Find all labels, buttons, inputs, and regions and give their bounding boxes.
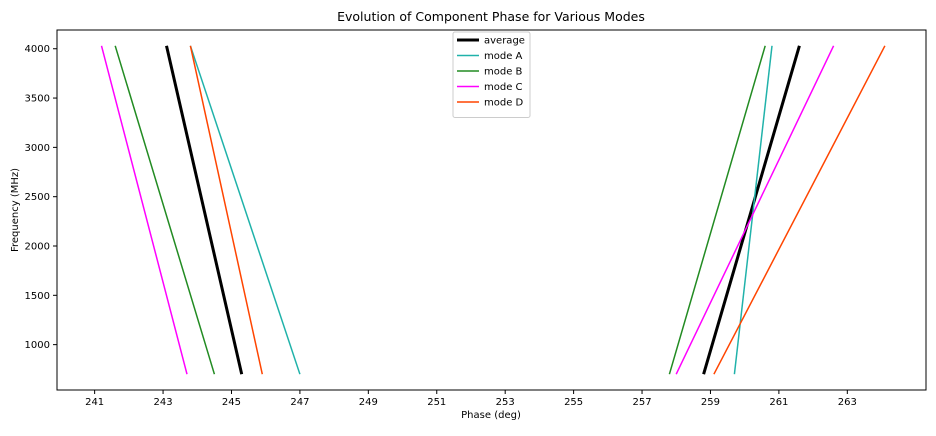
series-line-mode-C <box>100 45 188 375</box>
plot-frame <box>56 29 927 391</box>
legend-label: mode D <box>484 98 524 109</box>
series-line-mode-D <box>713 45 886 375</box>
y-tick-label: 3500 <box>25 94 50 105</box>
legend-box <box>452 31 531 118</box>
series-line-mode-B <box>114 45 216 375</box>
y-tick-label: 4000 <box>25 44 50 55</box>
x-tick-label: 261 <box>769 397 788 408</box>
x-axis: 241 243 245 247 249 251 253 255 257 259 261 263 <box>85 390 857 408</box>
x-tick-label: 243 <box>154 397 173 408</box>
legend: average mode A mode B mode C mode D <box>452 31 531 118</box>
y-tick-label: 2500 <box>25 192 50 203</box>
y-axis-label: Frequency (MHz) <box>10 168 21 252</box>
series-line-mode-D <box>189 45 264 375</box>
x-tick-label: 255 <box>564 397 583 408</box>
y-axis: 1000 1500 2000 2500 3000 3500 4000 <box>25 44 57 351</box>
series-line-mode-A <box>189 45 301 375</box>
x-tick-label: 259 <box>701 397 720 408</box>
x-tick-label: 263 <box>838 397 857 408</box>
x-tick-label: 249 <box>359 397 378 408</box>
x-tick-label: 251 <box>427 397 446 408</box>
x-tick-label: 253 <box>496 397 515 408</box>
series-line-mode-A <box>733 45 773 375</box>
x-tick-label: 257 <box>632 397 651 408</box>
legend-label: average <box>484 36 525 47</box>
x-axis-label: Phase (deg) <box>461 410 521 421</box>
x-tick-label: 245 <box>222 397 241 408</box>
legend-label: mode B <box>484 67 523 78</box>
x-tick-label: 241 <box>85 397 104 408</box>
y-tick-label: 2000 <box>25 242 50 253</box>
series-line-mode-B <box>668 45 766 375</box>
series-line-average <box>702 45 801 375</box>
y-tick-label: 1000 <box>25 340 50 351</box>
series-line-average <box>165 45 244 375</box>
y-tick-label: 3000 <box>25 143 50 154</box>
legend-label: mode C <box>484 82 523 93</box>
y-tick-label: 1500 <box>25 291 50 302</box>
chart-title: Evolution of Component Phase for Various… <box>337 9 645 24</box>
legend-label: mode A <box>484 51 523 62</box>
x-tick-label: 247 <box>290 397 309 408</box>
series-line-mode-C <box>675 45 835 375</box>
plot-area <box>100 45 886 375</box>
